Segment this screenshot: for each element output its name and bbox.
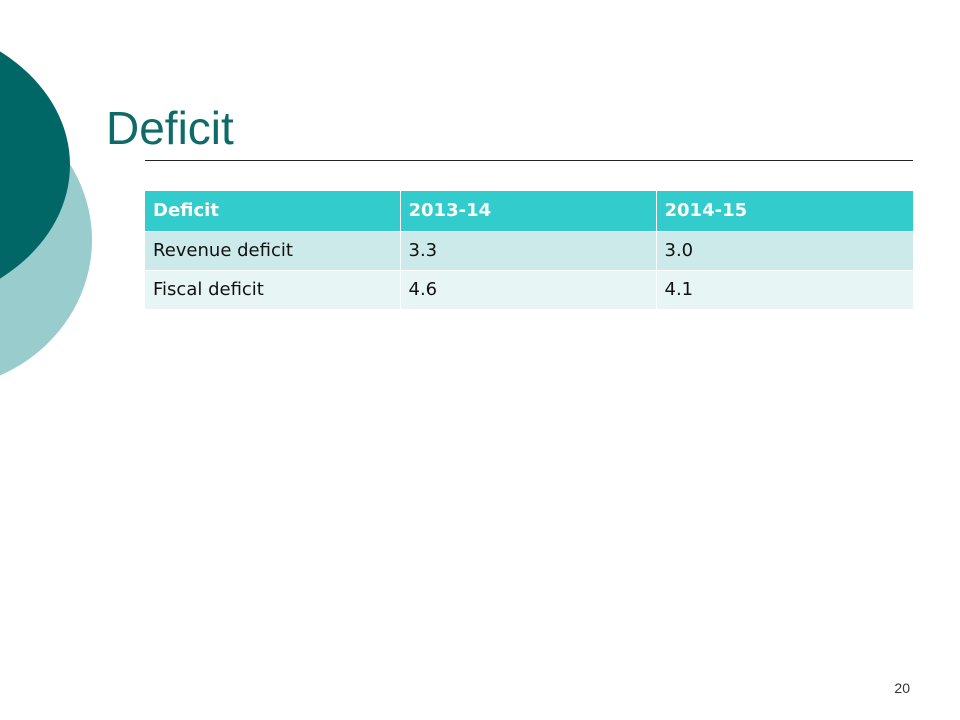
table-cell: 4.1 — [655, 270, 913, 310]
table-cell: 3.3 — [399, 231, 656, 271]
table-header-cell: Deficit — [145, 191, 400, 232]
table-row: Fiscal deficit 4.6 4.1 — [145, 270, 913, 310]
table-header-cell: 2014-15 — [655, 191, 913, 232]
table-cell: Fiscal deficit — [145, 270, 400, 310]
table-header-row: Deficit 2013-14 2014-15 — [145, 191, 913, 232]
table-cell: 3.0 — [655, 231, 913, 271]
table-cell: Revenue deficit — [145, 231, 400, 271]
slide-title: Deficit — [106, 102, 234, 154]
deficit-table: Deficit 2013-14 2014-15 Revenue deficit … — [145, 191, 913, 310]
title-underline — [145, 160, 913, 161]
table-cell: 4.6 — [399, 270, 656, 310]
table-header-cell: 2013-14 — [399, 191, 656, 232]
table-row: Revenue deficit 3.3 3.0 — [145, 231, 913, 271]
page-number: 20 — [894, 680, 910, 696]
